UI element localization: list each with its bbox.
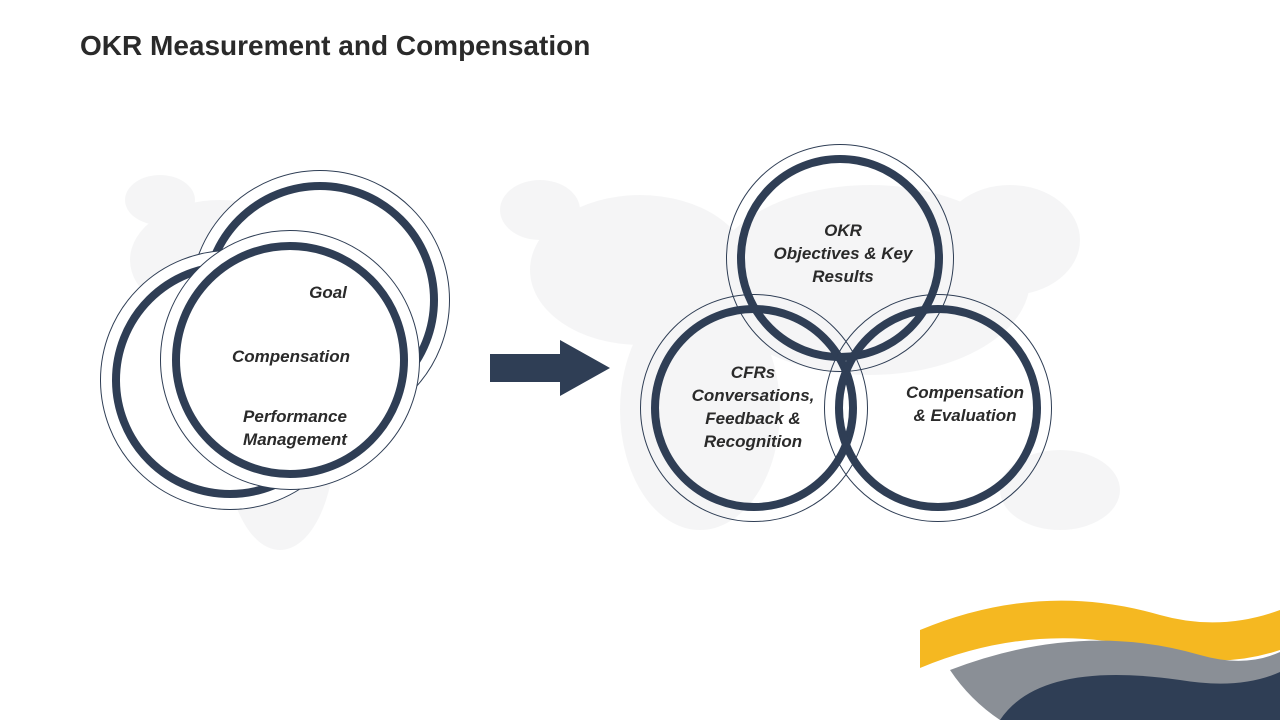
- left-label-goal: Goal: [258, 282, 398, 305]
- right-label-okr: OKRObjectives & KeyResults: [758, 220, 928, 289]
- left-label-compensation: Compensation: [221, 346, 361, 369]
- right-label-cfr: CFRsConversations,Feedback &Recognition: [668, 362, 838, 454]
- corner-decoration: [860, 560, 1280, 720]
- arrow-icon: [490, 340, 610, 396]
- slide-title: OKR Measurement and Compensation: [80, 30, 590, 62]
- left-label-performance: PerformanceManagement: [225, 406, 365, 452]
- right-label-comp: Compensation& Evaluation: [880, 382, 1050, 428]
